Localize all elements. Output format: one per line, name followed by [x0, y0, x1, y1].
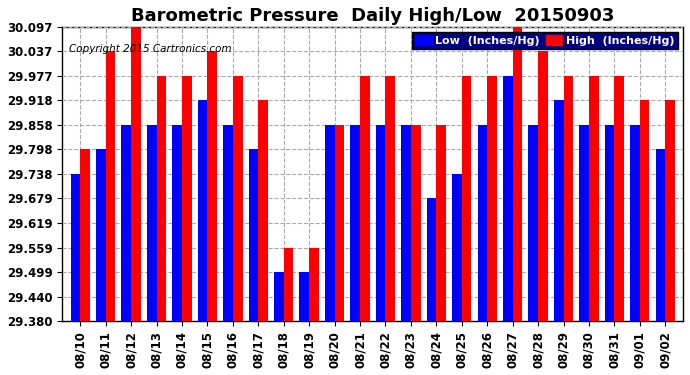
Text: Copyright 2015 Cartronics.com: Copyright 2015 Cartronics.com [68, 44, 231, 54]
Bar [182, 76, 192, 321]
Bar [360, 76, 370, 321]
Bar [554, 100, 564, 321]
Bar [147, 125, 157, 321]
Bar [198, 100, 208, 321]
Bar [452, 174, 462, 321]
Bar [386, 76, 395, 321]
Bar [630, 125, 640, 321]
Bar [248, 150, 258, 321]
Bar [604, 125, 614, 321]
Bar [208, 51, 217, 321]
Bar [426, 198, 436, 321]
Bar [325, 125, 335, 321]
Bar [477, 125, 487, 321]
Bar [640, 100, 649, 321]
Bar [656, 150, 665, 321]
Bar [121, 125, 131, 321]
Bar [529, 125, 538, 321]
Bar [157, 76, 166, 321]
Bar [538, 51, 548, 321]
Bar [223, 125, 233, 321]
Bar [274, 272, 284, 321]
Legend: Low  (Inches/Hg), High  (Inches/Hg): Low (Inches/Hg), High (Inches/Hg) [412, 32, 678, 50]
Bar [309, 248, 319, 321]
Bar [80, 150, 90, 321]
Bar [172, 125, 182, 321]
Bar [436, 125, 446, 321]
Bar [258, 100, 268, 321]
Bar [284, 248, 293, 321]
Bar [513, 27, 522, 321]
Bar [462, 76, 471, 321]
Bar [580, 125, 589, 321]
Bar [614, 76, 624, 321]
Bar [299, 272, 309, 321]
Bar [411, 125, 421, 321]
Bar [376, 125, 386, 321]
Bar [564, 76, 573, 321]
Bar [487, 76, 497, 321]
Bar [131, 27, 141, 321]
Bar [96, 150, 106, 321]
Bar [401, 125, 411, 321]
Bar [335, 125, 344, 321]
Bar [665, 100, 675, 321]
Bar [503, 76, 513, 321]
Bar [233, 76, 242, 321]
Bar [106, 51, 115, 321]
Bar [70, 174, 80, 321]
Bar [589, 76, 599, 321]
Bar [351, 125, 360, 321]
Title: Barometric Pressure  Daily High/Low  20150903: Barometric Pressure Daily High/Low 20150… [131, 7, 614, 25]
